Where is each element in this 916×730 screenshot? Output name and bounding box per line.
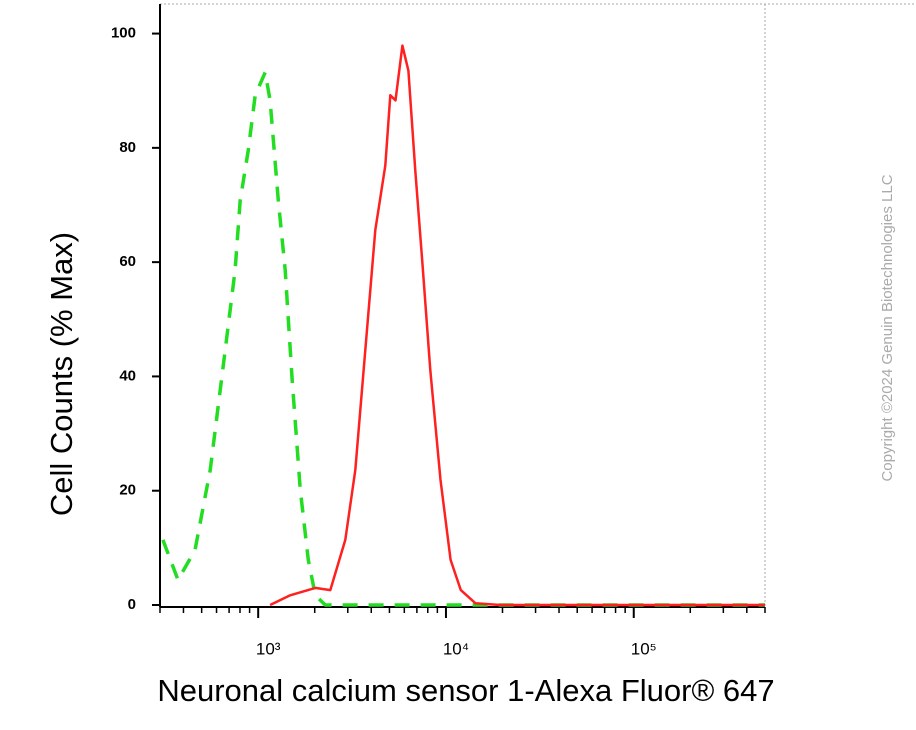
y-tick-label: 40: [119, 367, 136, 384]
y-tick-label: 0: [128, 596, 136, 613]
y-tick-label: 80: [119, 139, 136, 156]
x-tick-label: 10³: [256, 639, 281, 658]
y-tick-label: 60: [119, 253, 136, 270]
x-tick-label: 10⁴: [443, 639, 469, 658]
series-line: [269, 44, 765, 607]
watermark: Copyright ©2024 Genuin Biotechnologies L…: [879, 174, 896, 481]
y-tick-label: 20: [119, 482, 136, 499]
y-axis-label: Cell Counts (% Max): [44, 232, 79, 516]
y-tick-label: 100: [111, 25, 136, 42]
x-axis-label: Neuronal calcium sensor 1-Alexa Fluor® 6…: [157, 673, 774, 708]
series-line: [161, 70, 765, 607]
x-tick-label: 10⁵: [631, 639, 657, 658]
